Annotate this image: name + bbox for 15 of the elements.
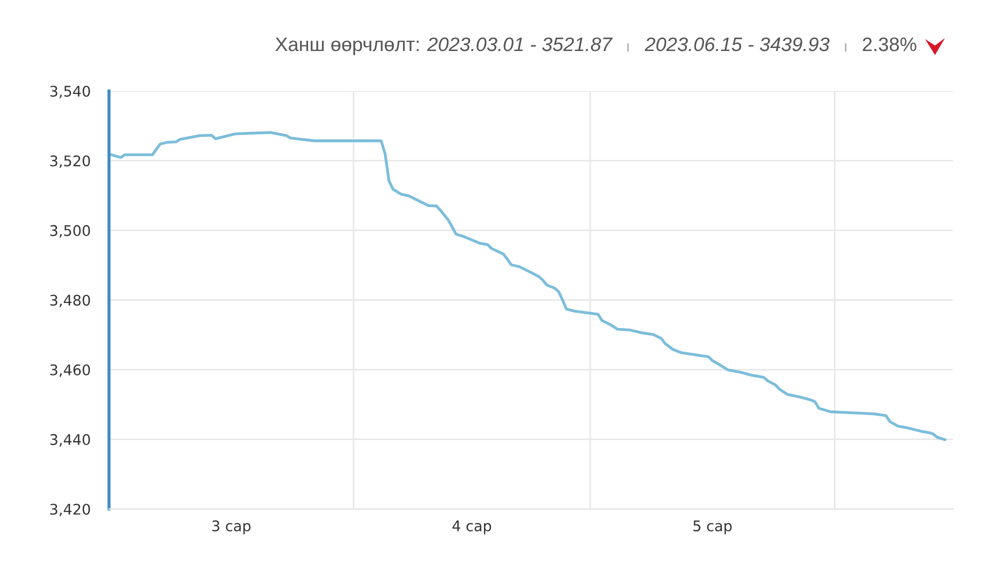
y-tick-label: 3,440 (50, 434, 90, 447)
text: 2023.06.15 - 3439.93 (644, 37, 830, 52)
y-tick-label: 3,500 (50, 225, 90, 238)
y-tick-label: 3,460 (50, 364, 90, 377)
chart-title: Ханш өөрчлөлт: (275, 38, 419, 56)
y-tick-label: 3,520 (50, 155, 90, 168)
y-tick-label: 3,420 (50, 504, 90, 516)
line-series (109, 131, 946, 442)
text: 2.38% (862, 37, 916, 52)
x-tick-label: 5 сар (693, 520, 732, 534)
y-tick-label: 3,480 (50, 294, 90, 308)
text: 2023.03.01 - 3521.87 (427, 37, 613, 52)
x-tick-label: 3 сар (212, 520, 251, 534)
y-tick-label: 3,540 (50, 86, 90, 98)
x-tick-label: 4 сар (452, 520, 492, 534)
